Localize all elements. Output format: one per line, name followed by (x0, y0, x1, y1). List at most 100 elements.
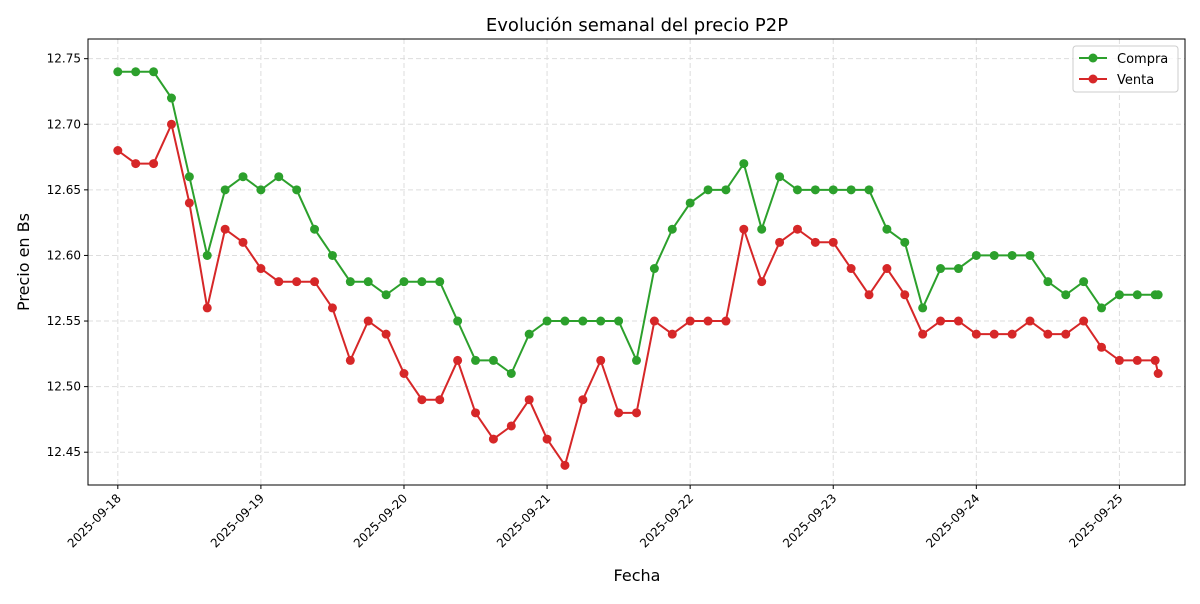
y-tick-label: 12.65 (47, 183, 81, 197)
data-point-compra (274, 172, 284, 182)
data-point-compra (1043, 277, 1053, 287)
data-point-compra (1061, 290, 1071, 300)
legend-compra-label: Compra (1117, 52, 1168, 67)
data-point-venta (542, 434, 552, 444)
data-point-venta (363, 316, 373, 326)
data-point-compra (220, 185, 230, 195)
data-point-venta (202, 303, 212, 313)
data-point-venta (453, 355, 463, 365)
y-tick-label: 12.75 (47, 52, 81, 66)
data-point-venta (721, 316, 731, 326)
data-point-compra (632, 355, 641, 365)
data-point-compra (810, 185, 820, 195)
data-point-compra (757, 224, 767, 234)
data-point-venta (399, 369, 409, 378)
data-point-venta (292, 277, 302, 287)
data-point-compra (900, 237, 910, 247)
data-point-compra (721, 185, 731, 195)
data-point-venta (166, 119, 176, 129)
y-tick-label: 12.45 (47, 445, 81, 459)
data-point-compra (506, 369, 516, 378)
data-point-compra (435, 277, 445, 287)
data-point-compra (775, 172, 785, 182)
data-point-venta (649, 316, 659, 326)
data-point-venta (953, 316, 963, 326)
data-point-venta (274, 277, 284, 287)
y-tick-label: 12.50 (47, 380, 81, 394)
data-point-venta (560, 460, 570, 470)
data-point-compra (649, 264, 659, 274)
legend-venta-label: Venta (1117, 73, 1154, 88)
data-point-venta (739, 224, 749, 234)
data-point-venta (310, 277, 320, 287)
data-point-venta (1061, 329, 1071, 339)
data-point-compra (131, 67, 141, 77)
data-point-compra (667, 224, 677, 234)
data-point-venta (1150, 355, 1160, 365)
data-point-venta (435, 395, 445, 405)
data-point-venta (256, 264, 266, 274)
legend-venta-marker (1088, 74, 1098, 84)
data-point-venta (220, 224, 230, 234)
data-point-compra (864, 185, 874, 195)
data-point-compra (953, 264, 963, 274)
y-tick-label: 12.60 (47, 248, 81, 262)
data-point-venta (1114, 355, 1124, 365)
data-point-compra (488, 355, 498, 365)
data-point-venta (1097, 342, 1107, 352)
data-point-venta (506, 421, 516, 431)
data-point-compra (166, 93, 176, 103)
data-point-compra (971, 250, 981, 260)
data-point-compra (524, 329, 534, 339)
data-point-venta (1153, 369, 1163, 378)
data-point-venta (471, 408, 481, 418)
data-point-venta (989, 329, 999, 339)
series-group (113, 67, 1163, 470)
data-point-compra (256, 185, 266, 195)
data-point-venta (1079, 316, 1089, 326)
data-point-compra (936, 264, 946, 274)
data-point-venta (846, 264, 856, 274)
data-point-compra (918, 303, 928, 313)
data-point-venta (775, 237, 785, 247)
data-point-compra (828, 185, 838, 195)
data-point-compra (989, 250, 999, 260)
grid (88, 39, 1185, 485)
data-point-compra (846, 185, 856, 195)
data-point-venta (703, 316, 713, 326)
data-point-venta (810, 237, 820, 247)
data-point-venta (1132, 355, 1142, 365)
data-point-venta (792, 224, 802, 234)
data-point-venta (131, 159, 141, 169)
data-point-compra (453, 316, 463, 326)
data-point-compra (1132, 290, 1142, 300)
data-point-compra (1007, 250, 1017, 260)
data-point-venta (1043, 329, 1053, 339)
data-point-venta (381, 329, 391, 339)
data-point-venta (578, 395, 588, 405)
legend-compra-marker (1088, 53, 1098, 63)
data-point-venta (113, 146, 123, 155)
data-point-compra (542, 316, 552, 326)
data-point-venta (757, 277, 767, 287)
data-point-compra (596, 316, 606, 326)
y-tick-label: 12.70 (47, 117, 81, 131)
data-point-venta (918, 329, 928, 339)
data-point-venta (882, 264, 892, 274)
data-point-venta (524, 395, 534, 405)
y-axis-label: Precio en Bs (14, 213, 33, 311)
data-point-venta (614, 408, 624, 418)
data-point-compra (1079, 277, 1089, 287)
data-point-venta (488, 434, 498, 444)
data-point-compra (471, 355, 481, 365)
data-point-venta (667, 329, 677, 339)
data-point-venta (828, 237, 838, 247)
data-point-compra (1114, 290, 1124, 300)
data-point-compra (238, 172, 248, 182)
data-point-venta (864, 290, 874, 300)
data-point-venta (936, 316, 946, 326)
x-axis-label: Fecha (614, 566, 661, 585)
chart-title: Evolución semanal del precio P2P (486, 15, 788, 36)
data-point-venta (971, 329, 981, 339)
